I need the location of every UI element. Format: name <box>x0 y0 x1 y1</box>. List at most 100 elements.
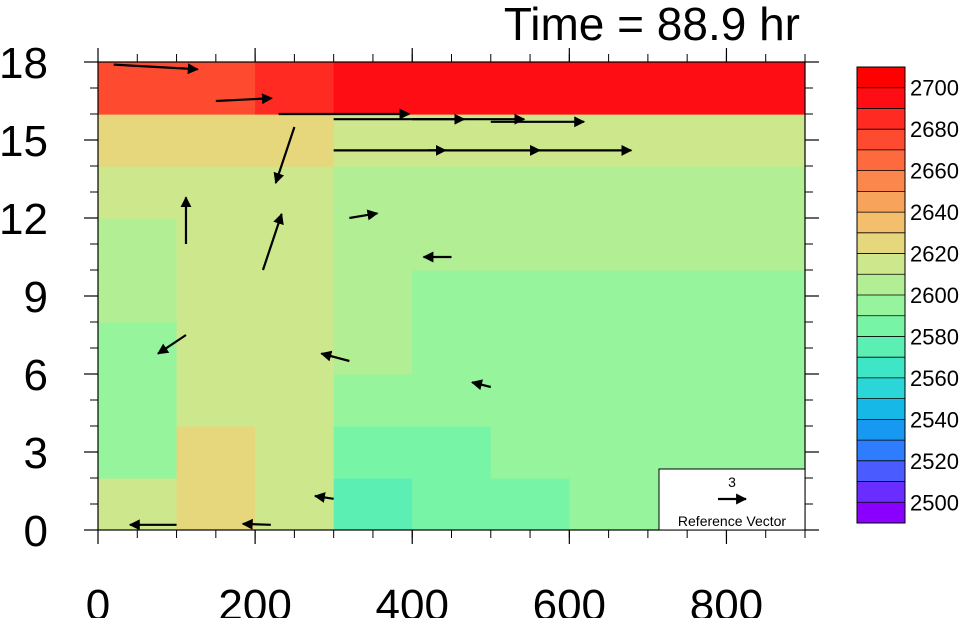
field-cell <box>490 218 570 271</box>
contour-field <box>98 62 805 530</box>
colorbar-segment <box>857 253 905 275</box>
field-cell <box>98 166 178 219</box>
field-cell <box>412 270 492 323</box>
colorbar-label: 2620 <box>910 242 959 267</box>
field-cell <box>333 218 413 271</box>
field-cell <box>333 166 413 219</box>
field-cell <box>333 374 413 427</box>
field-cell <box>569 374 649 427</box>
colorbar-label: 2580 <box>910 324 959 349</box>
field-cell <box>255 270 335 323</box>
field-cell <box>412 166 492 219</box>
field-cell <box>412 62 492 115</box>
field-cell <box>569 62 649 115</box>
field-cell <box>490 62 570 115</box>
field-cell <box>726 270 805 323</box>
y-axis: 0 3 6 9 12 15 18 <box>0 39 819 556</box>
field-cell <box>98 270 178 323</box>
colorbar-segment <box>857 398 905 420</box>
wind-vector <box>113 63 199 75</box>
y-tick-label: 12 <box>0 195 48 244</box>
field-cell <box>569 322 649 375</box>
colorbar-label: 2700 <box>910 76 959 101</box>
field-cell <box>490 478 570 530</box>
field-cell <box>255 478 335 530</box>
field-cell <box>333 322 413 375</box>
field-cell <box>490 270 570 323</box>
field-cell <box>569 478 649 530</box>
reference-vector-label: Reference Vector <box>678 513 787 529</box>
field-cell <box>176 478 256 530</box>
field-cell <box>333 270 413 323</box>
field-cell <box>176 374 256 427</box>
colorbar-segment <box>857 129 905 151</box>
field-cell <box>176 270 256 323</box>
field-cell <box>647 322 728 375</box>
colorbar-segment <box>857 460 905 483</box>
wind-vector <box>215 93 273 105</box>
field-cell <box>412 322 492 375</box>
field-cell <box>726 166 805 219</box>
field-cell <box>176 426 256 479</box>
y-tick-label: 3 <box>24 429 48 478</box>
colorbar-segment <box>857 357 905 379</box>
field-cell <box>490 322 570 375</box>
field-cell <box>412 374 492 427</box>
field-cell <box>98 374 178 427</box>
field-cell <box>569 218 649 271</box>
colorbar: 2500 2520 2540 2560 2580 2600 2620 2640 2660 2680… <box>856 66 959 524</box>
y-tick-label: 0 <box>24 507 48 556</box>
y-tick-label: 6 <box>24 351 48 400</box>
field-cell <box>255 166 335 219</box>
colorbar-segment <box>857 87 905 109</box>
field-cell <box>176 166 256 219</box>
field-cell <box>333 426 413 479</box>
x-tick-label: 800 <box>690 581 763 618</box>
colorbar-segment <box>857 212 905 234</box>
field-cell <box>255 218 335 271</box>
y-tick-label: 15 <box>0 117 48 166</box>
colorbar-label: 2560 <box>910 366 959 391</box>
field-cell <box>726 62 805 115</box>
field-cell <box>647 166 728 219</box>
field-cell <box>98 114 178 167</box>
field-cell <box>726 218 805 271</box>
field-cell <box>647 114 728 167</box>
field-cell <box>412 218 492 271</box>
colorbar-segment <box>857 336 905 358</box>
colorbar-segment <box>857 67 905 89</box>
field-cell <box>412 114 492 167</box>
field-cell <box>490 166 570 219</box>
field-cell <box>647 62 728 115</box>
reference-vector-value: 3 <box>728 474 736 490</box>
wind-vector <box>349 209 379 221</box>
wind-vector <box>320 350 350 363</box>
colorbar-segment <box>857 232 905 255</box>
x-tick-label: 200 <box>218 581 291 618</box>
field-cell <box>726 322 805 375</box>
y-tick-label: 9 <box>24 273 48 322</box>
y-tick-label: 18 <box>0 39 48 88</box>
field-cell <box>255 62 335 115</box>
wind-vector <box>273 126 296 185</box>
field-cell <box>647 218 728 271</box>
field-cell <box>412 478 492 530</box>
field-cell <box>490 426 570 479</box>
x-tick-label: 400 <box>376 581 449 618</box>
colorbar-label: 2640 <box>910 200 959 225</box>
chart-title: Time = 88.9 hr <box>504 0 800 50</box>
colorbar-segment <box>857 377 905 400</box>
x-tick-label: 0 <box>86 581 110 618</box>
field-cell <box>412 426 492 479</box>
field-cell <box>490 374 570 427</box>
field-cell <box>647 270 728 323</box>
field-cell <box>569 166 649 219</box>
field-cell <box>333 62 413 115</box>
colorbar-segment <box>857 481 905 503</box>
colorbar-segment <box>857 315 905 337</box>
reference-vector-box: 3 Reference Vector <box>658 468 806 531</box>
colorbar-segment <box>857 191 905 213</box>
x-tick-label: 600 <box>533 581 606 618</box>
colorbar-segment <box>857 440 905 462</box>
